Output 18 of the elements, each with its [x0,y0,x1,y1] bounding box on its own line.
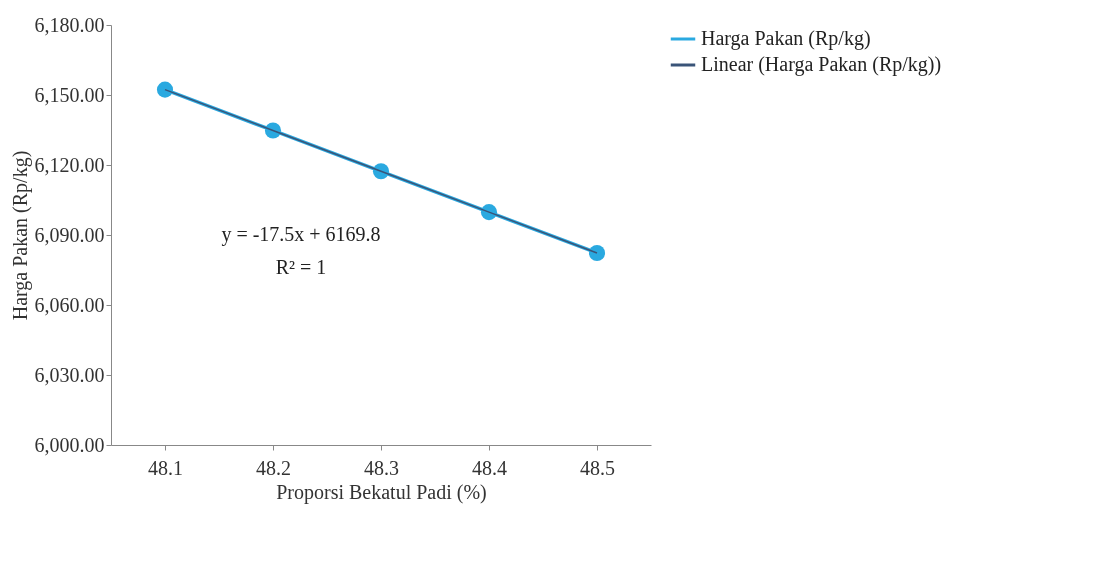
x-axis-title: Proporsi Bekatul Padi (%) [276,480,487,504]
y-axis-title: Harga Pakan (Rp/kg) [8,150,32,321]
y-tick-label: 6,120.00 [34,153,105,176]
y-tick-label: 6,090.00 [34,223,105,246]
legend-label: Linear (Harga Pakan (Rp/kg)) [701,53,942,76]
annotation: R² = 1 [275,256,327,278]
x-tick-label: 48.1 [148,456,183,479]
y-tick-label: 6,030.00 [34,363,105,386]
annotation: y = -17.5x + 6169.8 [221,223,381,246]
y-tick-label: 6,150.00 [34,83,105,106]
y-tick-label: 6,180.00 [34,13,105,36]
x-tick-label: 48.2 [256,456,291,479]
y-tick-label: 6,060.00 [34,293,105,316]
x-tick-label: 48.4 [472,456,507,479]
y-tick-label: 6,000.00 [34,433,105,456]
x-tick-label: 48.5 [580,456,615,479]
legend-label: Harga Pakan (Rp/kg) [701,27,871,50]
x-tick-label: 48.3 [364,456,399,479]
